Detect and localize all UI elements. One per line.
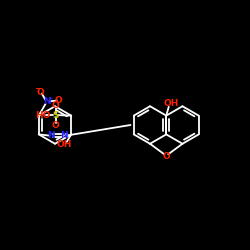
- Text: −: −: [34, 84, 41, 93]
- Text: O: O: [52, 100, 60, 110]
- Text: N: N: [48, 131, 55, 140]
- Text: OH: OH: [163, 99, 178, 108]
- Text: O: O: [37, 88, 44, 97]
- Text: N: N: [60, 131, 68, 140]
- Text: S: S: [52, 110, 59, 120]
- Text: OH: OH: [56, 140, 72, 149]
- Text: +: +: [48, 96, 53, 101]
- Text: O: O: [162, 152, 170, 161]
- Text: HO: HO: [35, 110, 50, 120]
- Text: O: O: [54, 96, 62, 105]
- Text: O: O: [52, 121, 60, 130]
- Text: N: N: [43, 97, 51, 106]
